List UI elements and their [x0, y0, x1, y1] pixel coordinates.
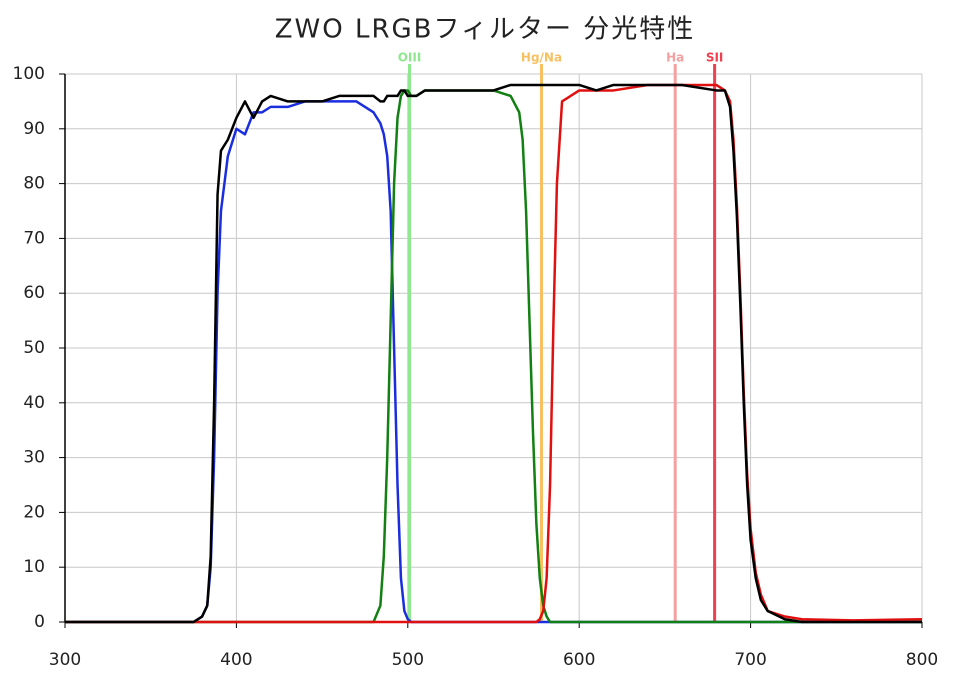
- y-tick-label: 50: [23, 338, 45, 358]
- series-line: [65, 100, 922, 624]
- series-line: [65, 89, 922, 624]
- y-tick-label: 90: [23, 119, 45, 139]
- y-tick-label: 60: [23, 283, 45, 303]
- series-line: [65, 83, 923, 624]
- x-tick-label: 400: [220, 650, 252, 670]
- x-tick-label: 300: [49, 650, 81, 670]
- series-line: [65, 83, 922, 624]
- x-tick-label: 700: [734, 650, 766, 670]
- y-tick-label: 70: [23, 228, 45, 248]
- reference-label: Hg/Na: [521, 51, 562, 65]
- reference-label: OIII: [398, 51, 422, 65]
- x-tick-label: 600: [563, 650, 595, 670]
- y-tick-label: 40: [23, 393, 45, 413]
- reference-label: SII: [706, 51, 724, 65]
- y-tick-label: 80: [23, 174, 45, 194]
- y-tick-label: 100: [13, 64, 45, 84]
- y-tick-label: 0: [34, 612, 45, 632]
- y-tick-label: 30: [23, 448, 45, 468]
- x-tick-label: 800: [906, 650, 938, 670]
- x-tick-label: 500: [392, 650, 424, 670]
- chart-title: ZWO LRGBフィルター 分光特性: [275, 15, 696, 45]
- reference-label: Ha: [666, 51, 684, 65]
- y-tick-label: 20: [23, 502, 45, 522]
- y-tick-label: 10: [23, 557, 45, 577]
